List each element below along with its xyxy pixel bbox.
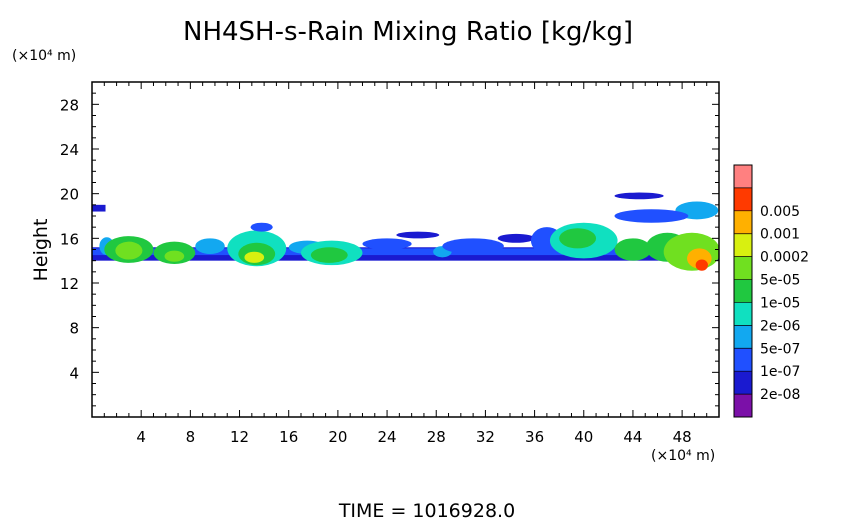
colorbar xyxy=(733,164,753,418)
y-tick-label: 12 xyxy=(60,275,79,293)
cloud-blob-8 xyxy=(244,251,265,263)
colorbar-swatch xyxy=(734,210,752,234)
x-tick-labels: 4 8 12 16 20 24 28 32 36 40 44 48 xyxy=(136,428,691,446)
x-tick-label: 44 xyxy=(623,428,642,446)
y-tick-label: 16 xyxy=(60,230,79,248)
chart-title: NH4SH-s-Rain Mixing Ratio [kg/kg] xyxy=(183,17,633,47)
cloud-blob-28 xyxy=(614,192,664,200)
colorbar-label: 5e-07 xyxy=(760,341,800,357)
y-tick-label: 4 xyxy=(69,364,79,382)
time-footer: TIME = 1016928.0 xyxy=(338,500,515,519)
x-tick-label: 16 xyxy=(279,428,298,446)
y-tick-label: 24 xyxy=(60,141,79,159)
x-tick-label: 12 xyxy=(230,428,249,446)
colorbar-swatch xyxy=(734,325,752,349)
x-tick-label: 32 xyxy=(476,428,495,446)
cloud-blob-27 xyxy=(614,209,689,223)
y-axis-label: Height xyxy=(30,219,52,282)
cloud-blob-20 xyxy=(559,228,597,249)
x-axis-unit: (×10⁴ m) xyxy=(651,448,715,464)
colorbar-label: 1e-05 xyxy=(760,295,800,311)
cloud-layer-1 xyxy=(92,248,719,256)
y-tick-label: 20 xyxy=(60,186,79,204)
colorbar-swatch xyxy=(734,187,752,211)
x-tick-label: 40 xyxy=(574,428,593,446)
colorbar-label: 2e-06 xyxy=(760,318,800,334)
cloud-blob-4 xyxy=(164,250,185,262)
colorbar-frame xyxy=(733,164,753,418)
y-tick-label: 8 xyxy=(69,320,79,338)
cloud-blob-5 xyxy=(195,238,225,254)
y-tick-label: 28 xyxy=(60,96,79,114)
colorbar-swatch xyxy=(734,279,752,303)
colorbar-label: 2e-08 xyxy=(760,387,800,403)
y-axis-unit: (×10⁴ m) xyxy=(12,48,76,64)
x-tick-label: 28 xyxy=(427,428,446,446)
axis-ticks xyxy=(92,82,719,417)
x-tick-label: 8 xyxy=(186,428,196,446)
colorbar-label: 1e-07 xyxy=(760,364,800,380)
colorbar-swatch xyxy=(734,394,752,417)
colorbar-label: 0.005 xyxy=(760,204,800,220)
colorbar-swatch xyxy=(734,302,752,326)
y-tick-labels: 4 8 12 16 20 24 28 xyxy=(60,96,79,382)
colorbar-label: 5e-05 xyxy=(760,273,800,289)
colorbar-label: 0.001 xyxy=(760,227,800,243)
x-tick-label: 4 xyxy=(136,428,146,446)
colorbar-swatch xyxy=(734,256,752,280)
colorbar-label: 0.0002 xyxy=(760,250,809,266)
colorbar-swatch xyxy=(734,348,752,372)
cloud-blob-12 xyxy=(310,247,348,263)
colorbar-swatch xyxy=(734,165,752,188)
colorbar-swatch xyxy=(734,371,752,395)
plot-area xyxy=(92,192,719,271)
cloud-blob-9 xyxy=(250,222,273,232)
cloud-layer-2 xyxy=(92,204,106,212)
x-tick-label: 24 xyxy=(378,428,397,446)
cloud-blob-16 xyxy=(442,238,504,254)
cloud-blob-25 xyxy=(695,259,708,271)
x-tick-label: 20 xyxy=(328,428,347,446)
colorbar-swatch xyxy=(734,233,752,257)
cloud-blob-2 xyxy=(115,241,143,260)
x-tick-label: 48 xyxy=(673,428,692,446)
x-tick-label: 36 xyxy=(525,428,544,446)
cloud-blob-21 xyxy=(614,238,652,261)
cloud-blob-14 xyxy=(396,231,440,239)
colorbar-labels: 0.005 0.001 0.0002 5e-05 1e-05 2e-06 5e-07 1e-0… xyxy=(760,204,809,403)
cloud-blob-13 xyxy=(362,238,412,250)
cloud-blob-17 xyxy=(497,233,535,243)
